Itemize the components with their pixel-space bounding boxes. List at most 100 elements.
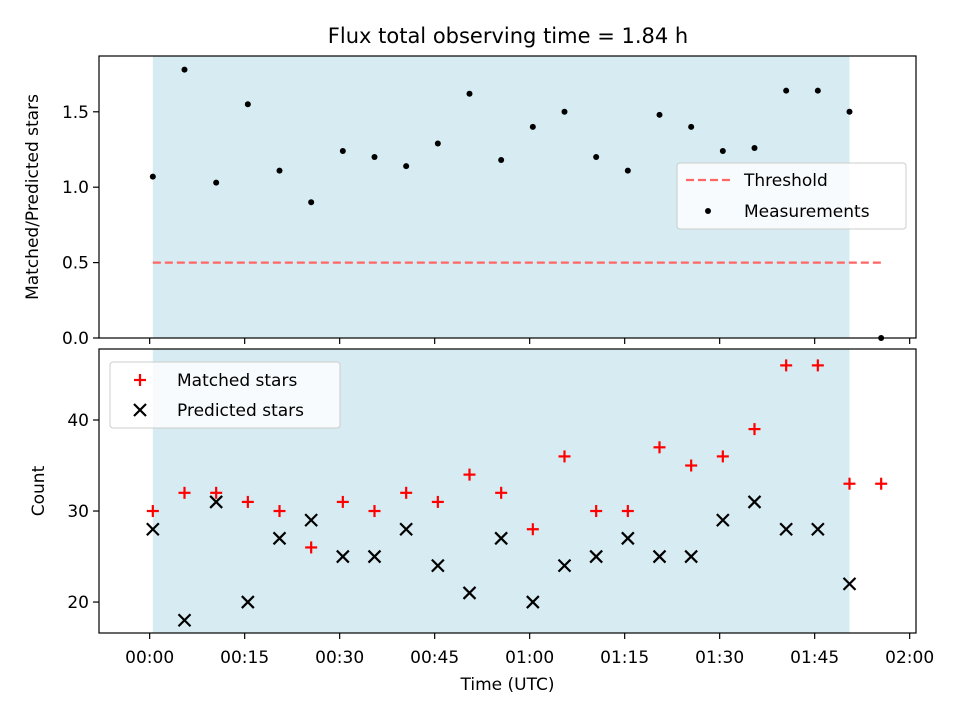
legend-cross-marker [133, 403, 147, 417]
measurement-point [529, 123, 536, 130]
matched-star-point [431, 495, 444, 508]
matched-star-point [780, 359, 793, 372]
matched-star-point [811, 359, 824, 372]
x-tick-label: 00:00 [125, 648, 174, 668]
count-panel: 20 30 40 00:00 00:15 00:30 00:45 01:00 01:15 01:… [29, 348, 934, 695]
predicted-star-point [367, 549, 382, 564]
ratio-x-axis-ticks [149, 338, 911, 344]
cross-stroke-b [526, 595, 540, 609]
cross-stroke-b [304, 513, 318, 527]
matched-star-point [558, 450, 571, 463]
x-tick-label: 02:00 [885, 648, 934, 668]
cross-stroke-b [431, 558, 445, 573]
cross-stroke-b [779, 522, 793, 537]
measurement-point [656, 111, 663, 118]
measurement-point [688, 123, 695, 130]
count-legend: Matched stars Predicted stars [109, 361, 341, 429]
cross-stroke-b [272, 531, 287, 546]
matched-star-point [526, 523, 539, 536]
predicted-star-point [652, 549, 667, 564]
measurement-point [371, 154, 378, 161]
ratio-panel-frame [98, 55, 917, 339]
measurement-point [213, 179, 220, 186]
predicted-star-point [494, 531, 508, 546]
measurement-point [244, 101, 251, 108]
matched-star-point [178, 486, 191, 499]
cross-stroke-b [146, 522, 160, 537]
predicted-star-point [557, 558, 572, 573]
cross-stroke-b [494, 531, 508, 546]
ratio-y-tick-label: 0.5 [62, 254, 89, 274]
measurement-point [149, 173, 156, 180]
count-y-tick-label: 30 [67, 502, 89, 522]
measurement-point [593, 154, 600, 161]
measurement-point [276, 167, 283, 174]
legend-threshold-label: Threshold [743, 171, 828, 191]
matched-star-point [463, 468, 476, 481]
predicted-star-point [209, 495, 223, 509]
matched-star-point [210, 486, 223, 499]
ratio-legend: Threshold Measurements [676, 162, 907, 230]
predicted-star-point [779, 522, 793, 537]
matched-star-point [241, 495, 254, 508]
measurement-points [149, 66, 885, 341]
count-y-tick-label: 20 [67, 593, 89, 613]
x-tick-label: 00:30 [315, 648, 364, 668]
count-y-axis-label: Count [29, 465, 49, 516]
count-panel-frame [98, 348, 917, 634]
measurement-point [561, 108, 568, 115]
matched-star-point [495, 486, 508, 499]
predicted-star-point [177, 613, 192, 628]
matched-star-point [368, 505, 381, 518]
matched-star-point [843, 477, 856, 490]
cross-stroke-b [747, 495, 762, 509]
predicted-star-point [462, 586, 477, 600]
cross-stroke-b [367, 549, 382, 564]
predicted-star-point [811, 522, 825, 537]
legend-measurements-swatch [705, 208, 711, 214]
x-tick-label: 01:45 [790, 648, 839, 668]
count-y-axis-ticks: 20 30 40 [67, 411, 99, 613]
cross-stroke-b [336, 549, 350, 564]
predicted-star-point [272, 531, 287, 546]
measurement-point [181, 66, 188, 73]
predicted-star-point [684, 549, 698, 564]
cross-stroke-b [842, 577, 857, 591]
measurement-point [403, 163, 410, 170]
cross-stroke-b [811, 522, 825, 537]
predicted-star-point [747, 495, 762, 509]
ratio-y-tick-label: 1.0 [62, 178, 89, 198]
predicted-star-point [304, 513, 318, 527]
matched-star-points [146, 359, 888, 554]
measurement-point [434, 140, 441, 147]
matched-star-point [716, 450, 729, 463]
ratio-y-axis-label: Matched/Predicted stars [23, 94, 43, 300]
cross-stroke-b [684, 549, 698, 564]
matched-star-point [273, 505, 286, 518]
measurement-point [846, 108, 853, 115]
count-y-tick-label: 40 [67, 411, 89, 431]
measurement-point [624, 167, 631, 174]
cross-stroke-b [177, 613, 192, 628]
x-tick-label: 01:15 [600, 648, 649, 668]
legend-matched-swatch [134, 374, 146, 386]
matched-star-point [336, 495, 349, 508]
measurement-point [751, 144, 758, 151]
ratio-y-axis-ticks: 0.0 0.5 1.0 1.5 [62, 103, 99, 349]
predicted-star-point [716, 513, 730, 527]
matched-star-point [305, 541, 318, 554]
matched-star-point [621, 505, 634, 518]
measurement-point [308, 199, 315, 206]
measurement-point [719, 148, 726, 155]
predicted-star-point [589, 549, 603, 564]
chart-title: Flux total observing time = 1.84 h [328, 24, 688, 48]
x-tick-label: 00:15 [220, 648, 269, 668]
cross-stroke-b [621, 531, 635, 546]
legend-predicted-swatch [133, 403, 147, 417]
predicted-star-point [621, 531, 635, 546]
cross-stroke-b [652, 549, 667, 564]
cross-stroke-b [209, 495, 223, 509]
x-axis-label: Time (UTC) [460, 675, 555, 695]
legend-plus-marker [134, 374, 146, 386]
